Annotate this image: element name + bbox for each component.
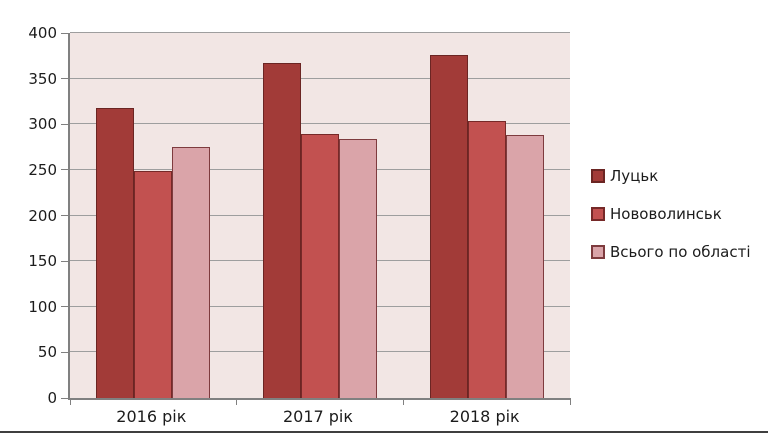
gridline <box>70 123 570 125</box>
y-axis-label: 0 <box>47 389 57 407</box>
y-axis-tick <box>61 397 68 399</box>
legend-item: Всього по області <box>591 243 751 261</box>
x-axis-labels: 2016 рік 2017 рік 2018 рік <box>68 407 568 427</box>
y-axis-label: 100 <box>28 297 57 316</box>
bar <box>429 54 468 398</box>
y-axis-label: 50 <box>37 343 57 362</box>
x-axis-tick <box>569 398 571 405</box>
legend-swatch-icon <box>591 169 605 183</box>
x-axis-tick <box>69 398 71 405</box>
bar-group-2016 <box>70 33 237 398</box>
legend-label: Всього по області <box>610 243 751 261</box>
x-axis-label: 2017 рік <box>282 407 354 426</box>
y-axis-label: 150 <box>28 252 57 271</box>
legend-swatch-icon <box>591 207 605 221</box>
y-axis-tick <box>61 215 68 216</box>
legend-item: Луцьк <box>591 167 751 185</box>
bar <box>96 107 135 398</box>
bar-group-2018 <box>403 33 570 398</box>
bar <box>339 138 377 398</box>
x-axis-label: 2018 рік <box>449 407 520 426</box>
x-axis-tick <box>236 398 238 405</box>
y-axis-tick <box>61 351 68 353</box>
plot-area <box>61 32 571 405</box>
y-axis-label: 300 <box>28 115 57 134</box>
y-axis-tick <box>61 169 68 171</box>
bar <box>505 135 544 398</box>
bar-group-2017 <box>237 33 404 398</box>
y-axis-tick <box>61 78 68 80</box>
legend: Луцьк Нововолинськ Всього по області <box>591 167 751 281</box>
legend-label: Луцьк <box>610 167 659 185</box>
y-axis-labels: 0 50 100 150 200 250 300 350 400 <box>0 24 57 407</box>
y-axis-tick <box>61 260 68 262</box>
y-axis-tick <box>61 32 68 34</box>
legend-label: Нововолинськ <box>610 205 722 223</box>
gridline <box>70 32 570 33</box>
gridline <box>70 77 570 79</box>
y-axis-tick <box>61 123 68 125</box>
x-axis-label: 2016 рік <box>116 407 187 426</box>
y-axis-label: 250 <box>28 160 57 179</box>
bar <box>301 134 339 398</box>
y-axis-tick <box>61 306 68 308</box>
y-axis-label: 400 <box>28 24 57 42</box>
x-axis-tick <box>402 398 404 405</box>
bottom-border-line <box>0 431 768 433</box>
legend-item: Нововолинськ <box>591 205 751 223</box>
y-axis-label: 200 <box>28 206 57 225</box>
legend-swatch-icon <box>591 245 605 259</box>
bar <box>172 147 211 398</box>
y-axis-label: 350 <box>28 69 57 88</box>
bar-groups <box>70 33 570 398</box>
bar <box>467 120 506 398</box>
bar <box>134 170 173 398</box>
bar <box>263 63 301 398</box>
